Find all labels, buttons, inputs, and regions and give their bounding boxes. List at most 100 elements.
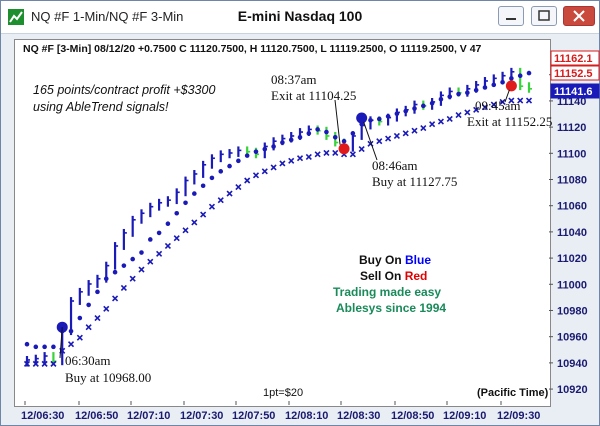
lower-stop-x	[164, 242, 171, 250]
buy-signal	[356, 112, 368, 124]
upper-stop-dot	[376, 116, 382, 122]
lower-stop-x	[385, 135, 392, 142]
lower-stop-x	[147, 258, 154, 265]
close-button[interactable]	[563, 6, 595, 26]
upper-stop-dot	[174, 210, 180, 216]
lower-stop-x	[252, 172, 260, 179]
entry2-price: Buy at 11127.75	[372, 174, 457, 189]
upper-stop-dot	[139, 250, 144, 255]
price-label: 11152.5	[554, 68, 593, 80]
exit2-pointer	[504, 89, 510, 103]
lower-stop-x	[525, 97, 533, 104]
profit-note: 165 points/contract profit +$3300	[33, 83, 215, 97]
lower-stop-x	[32, 360, 39, 367]
legend-sell-prefix: Sell On	[360, 269, 405, 283]
lower-stop-x	[67, 341, 75, 348]
lower-stop-x	[508, 97, 515, 104]
upper-stop-dot	[394, 111, 400, 117]
y-tick-label: 11120	[557, 122, 586, 134]
exit2-price: Exit at 11152.25	[467, 114, 552, 129]
maximize-button[interactable]	[531, 6, 557, 26]
buy-signal	[56, 321, 68, 333]
upper-stop-dot	[253, 149, 259, 154]
minimize-icon	[506, 18, 516, 20]
close-icon	[573, 10, 585, 22]
lower-stop-x	[182, 227, 189, 234]
lower-stop-x	[376, 138, 383, 145]
lower-stop-x	[235, 183, 242, 191]
legend-sell: Sell On Red	[360, 269, 427, 283]
lower-stop-x	[76, 334, 83, 341]
x-tick-label: 12/09:30	[497, 410, 540, 422]
upper-stop-dot	[51, 344, 56, 350]
legend-sell-word: Red	[405, 269, 428, 283]
lower-stop-x	[191, 219, 198, 226]
lower-stop-x	[217, 197, 224, 204]
y-tick-label: 10980	[557, 305, 588, 317]
chart-info: NQ #F [3-Min] 08/12/20 +0.7500 C 11120.7…	[23, 43, 482, 55]
upper-stop-dot	[280, 140, 285, 145]
upper-stop-dot	[350, 131, 356, 136]
lower-stop-x	[473, 106, 480, 113]
upper-stop-dot	[403, 108, 409, 114]
minimize-button[interactable]	[498, 6, 524, 26]
x-tick-label: 12/07:50	[232, 410, 275, 422]
legend-company: Ablesys since 1994	[336, 301, 446, 315]
upper-stop-dot	[244, 153, 250, 158]
x-tick-label: 12/06:50	[75, 410, 118, 422]
lower-stop-x	[332, 149, 339, 157]
legend-buy-prefix: Buy On	[359, 253, 405, 267]
upper-stop-dot	[315, 127, 320, 132]
upper-stop-dot	[500, 79, 505, 85]
lower-stop-x	[94, 314, 101, 322]
upper-stop-dot	[192, 191, 197, 196]
lower-stop-x	[481, 104, 489, 111]
sell-signal	[338, 143, 350, 155]
sell-signal	[505, 80, 517, 92]
upper-stop-dot	[200, 183, 206, 189]
upper-stop-dot	[473, 87, 479, 93]
lower-stop-x	[411, 127, 418, 134]
lower-stop-x	[288, 157, 295, 164]
upper-stop-dot	[509, 76, 514, 81]
lower-stop-x	[296, 155, 304, 162]
profit-note: using AbleTrend signals!	[33, 100, 169, 114]
upper-stop-dot	[306, 131, 312, 136]
lower-stop-x	[358, 146, 365, 153]
lower-stop-x	[314, 151, 321, 158]
lower-stop-x	[23, 360, 31, 367]
lower-stop-x	[429, 121, 436, 128]
y-axis: 10920 10940 10960 10980 11000 11020 11040 11060…	[549, 50, 600, 396]
upper-stop-dot	[438, 96, 444, 102]
x-tick-label: 12/08:50	[391, 410, 434, 422]
lower-stop-x	[244, 177, 251, 184]
lower-stop-x	[349, 151, 356, 158]
lower-stop-x	[420, 125, 427, 132]
upper-stop-dot	[68, 328, 74, 334]
lower-stop-x	[112, 295, 119, 302]
lower-stop-x	[156, 250, 163, 257]
lower-stop-x	[50, 360, 57, 367]
lower-stop-x	[446, 115, 453, 123]
lower-stop-x	[499, 98, 506, 105]
y-tick-label: 10960	[557, 332, 588, 344]
legend-buy: Buy On Blue	[359, 253, 431, 267]
lower-stop-x	[323, 149, 330, 157]
price-label: 11141.6	[554, 86, 593, 98]
upper-stop-dot	[33, 344, 39, 350]
legend-buy-word: Blue	[405, 253, 431, 267]
y-tick-label: 10940	[557, 358, 588, 370]
upper-stop-dot	[77, 315, 83, 321]
upper-stop-dot	[95, 289, 100, 295]
upper-stop-dot	[456, 91, 461, 97]
lower-stop-x	[226, 190, 233, 197]
lower-stop-x	[437, 118, 444, 125]
price-label: 11162.1	[554, 53, 593, 65]
upper-stop-dot	[482, 85, 488, 90]
lower-stop-x	[393, 132, 400, 140]
upper-stop-dot	[24, 341, 30, 347]
upper-stop-dot	[271, 144, 276, 149]
maximize-icon	[538, 10, 550, 21]
window-title: NQ #F 1-Min/NQ #F 3-Min	[31, 9, 184, 24]
upper-stop-dot	[86, 302, 91, 308]
